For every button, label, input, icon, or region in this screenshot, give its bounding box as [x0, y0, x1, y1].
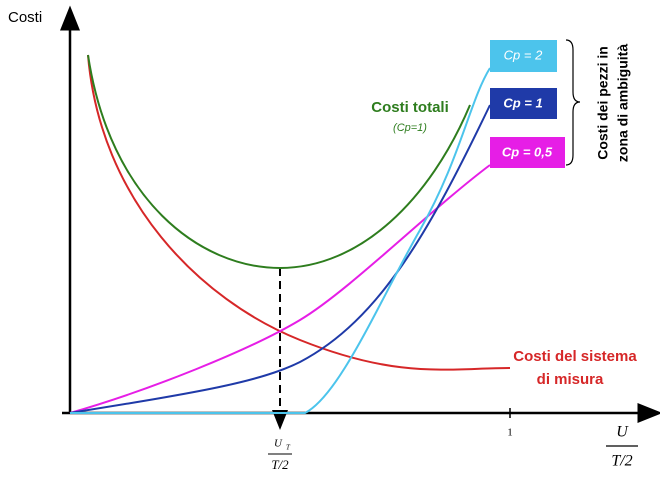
marker-sub: T	[286, 444, 291, 452]
marker-den: T/2	[271, 457, 289, 472]
total-note: (Cp=1)	[393, 122, 427, 134]
brace-label: Costi dei pezzi in	[595, 46, 611, 160]
x-label-den: T/2	[611, 453, 632, 470]
cp1-curve	[69, 104, 491, 414]
legend-label: Cp = 2	[504, 47, 543, 62]
system-curve	[87, 54, 511, 371]
system-label: di misura	[537, 371, 604, 388]
legend-box	[490, 40, 557, 72]
brace	[565, 39, 581, 166]
cp2-curve	[70, 67, 491, 414]
cp05-curve	[69, 164, 491, 414]
legend-label: Cp = 0,5	[502, 144, 553, 159]
y-axis-label: Costi	[8, 9, 42, 26]
legend-box	[490, 88, 557, 119]
total-label: Costi totali	[371, 99, 449, 116]
brace-label: zona di ambiguità	[615, 44, 631, 162]
system-label: Costi del sistema	[513, 348, 637, 365]
total-curve	[87, 54, 471, 270]
x-tick-label: 1	[507, 427, 513, 439]
x-label-num: U	[616, 424, 629, 441]
legend-box	[490, 137, 565, 168]
marker-num: U	[274, 438, 283, 450]
legend-label: Cp = 1	[503, 95, 542, 110]
